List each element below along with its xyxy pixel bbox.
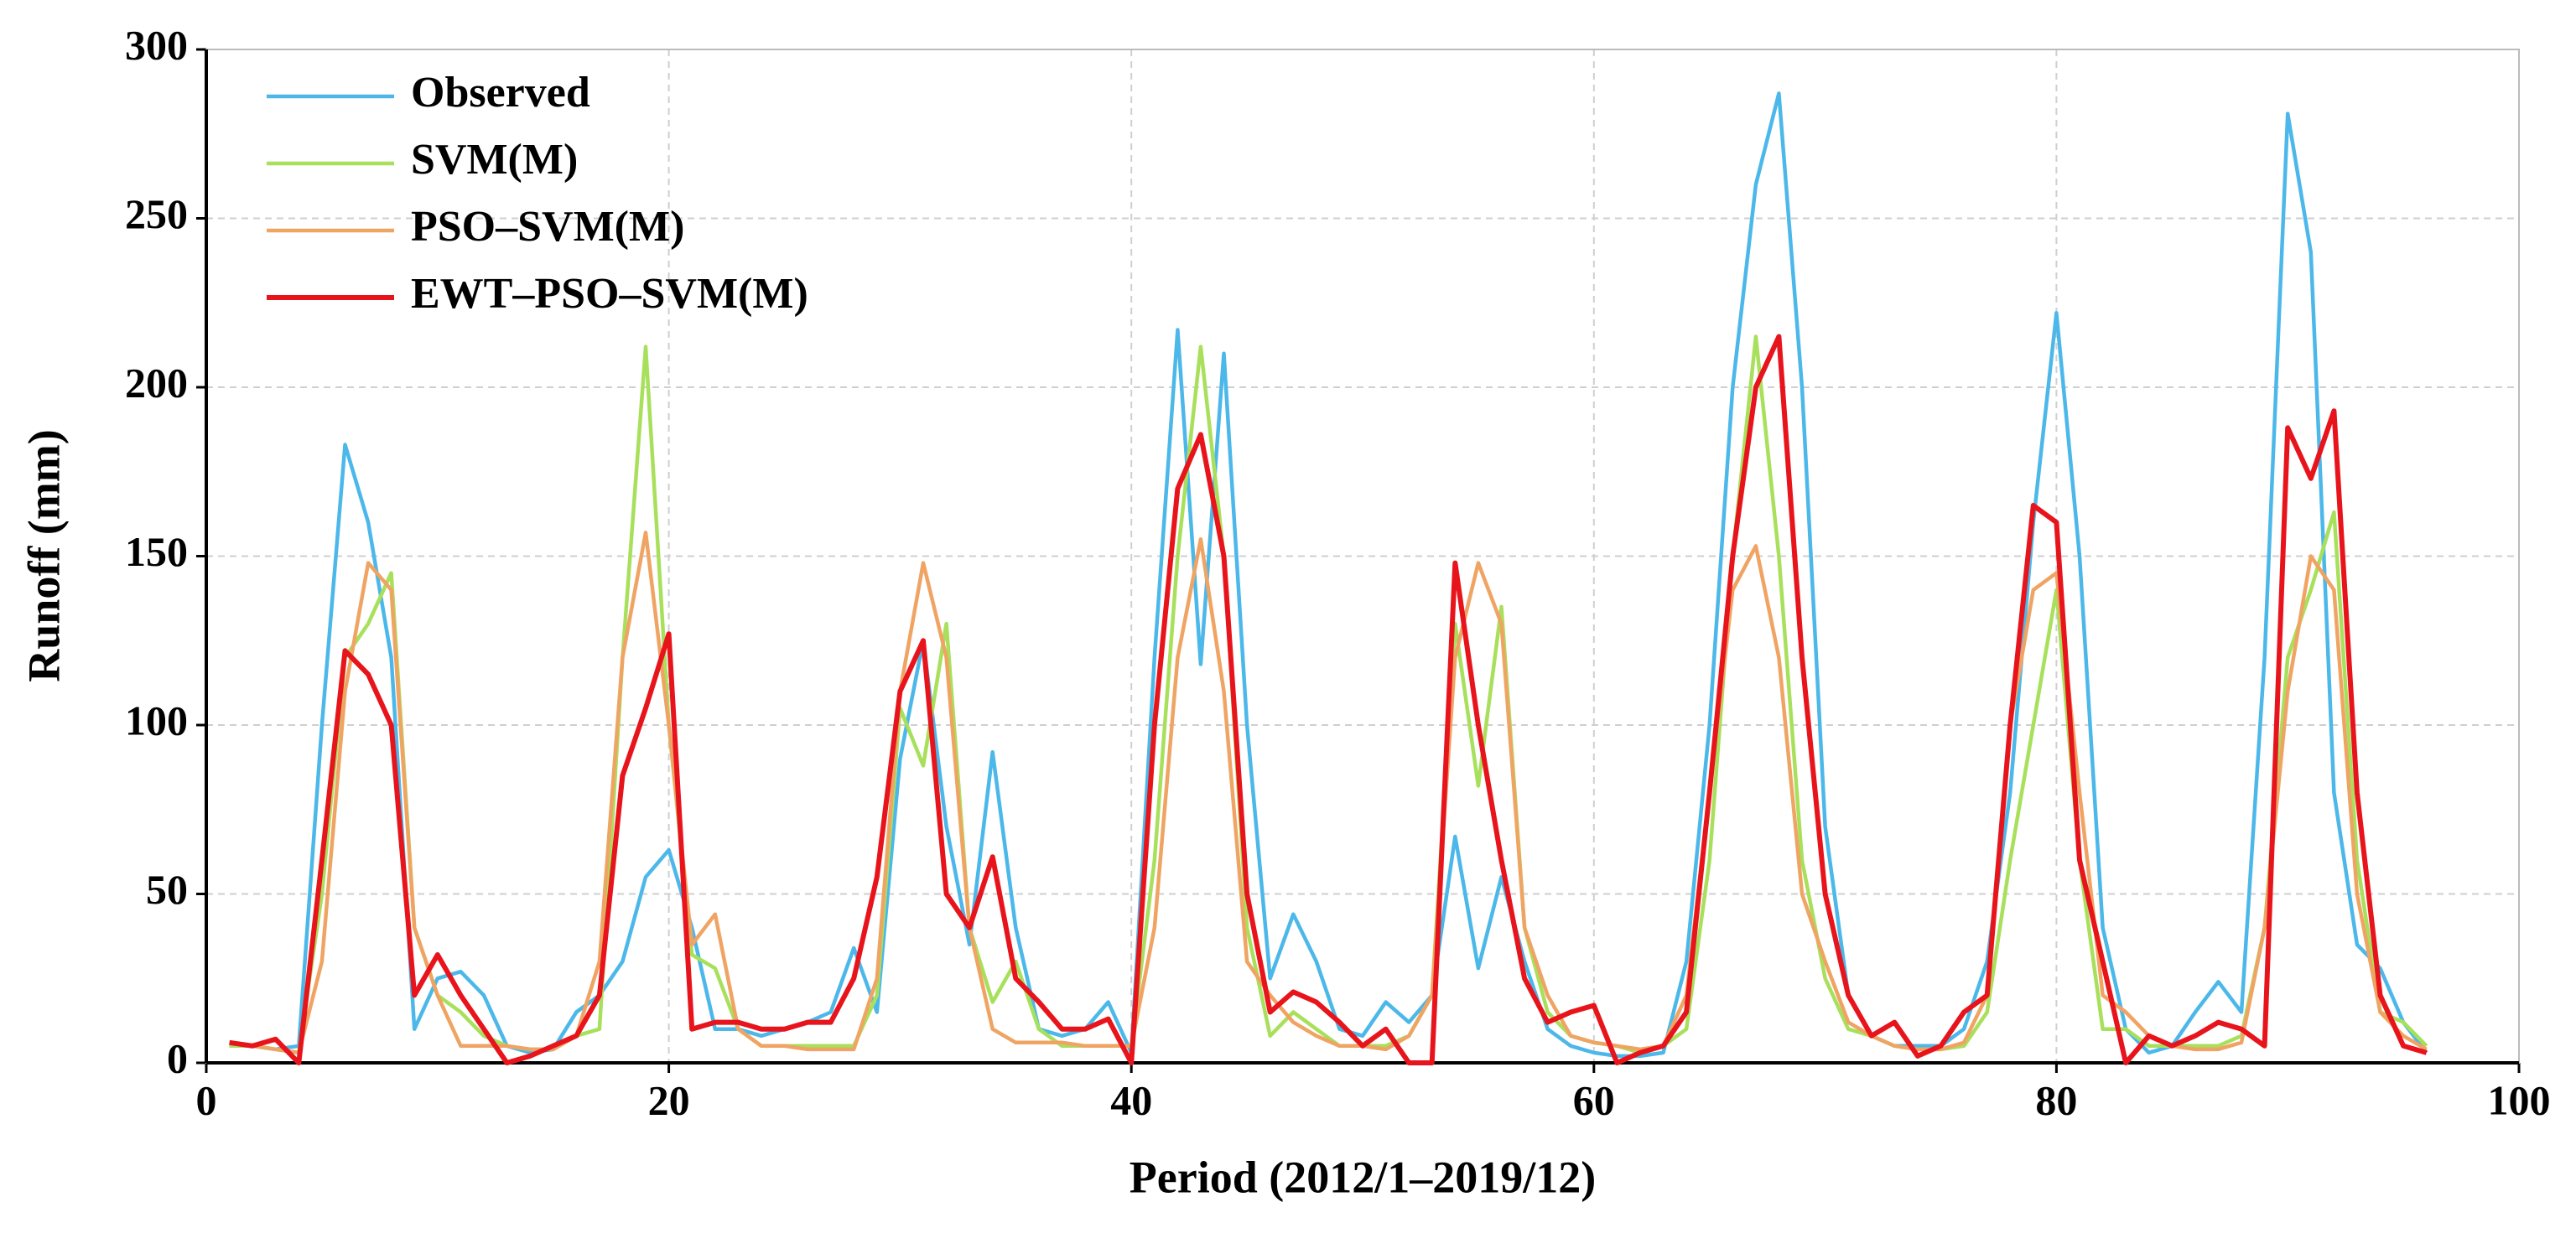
- y-tick-label: 250: [125, 190, 188, 237]
- legend-label: SVM(M): [411, 136, 578, 184]
- x-tick-label: 0: [196, 1076, 217, 1123]
- x-tick-label: 60: [1573, 1076, 1615, 1123]
- y-tick-label: 50: [146, 866, 188, 913]
- y-tick-label: 100: [125, 697, 188, 743]
- legend-label: Observed: [411, 69, 590, 117]
- legend-label: PSO–SVM(M): [411, 203, 684, 251]
- x-tick-label: 20: [648, 1076, 690, 1123]
- x-tick-label: 100: [2488, 1076, 2551, 1123]
- y-tick-label: 0: [167, 1034, 188, 1081]
- x-axis-title: Period (2012/1–2019/12): [1130, 1152, 1596, 1202]
- x-tick-label: 40: [1110, 1076, 1152, 1123]
- x-tick-label: 80: [2035, 1076, 2077, 1123]
- legend-label: EWT–PSO–SVM(M): [411, 270, 808, 318]
- series-line: [229, 334, 2428, 1065]
- y-tick-label: 300: [125, 21, 188, 68]
- y-tick-label: 150: [125, 528, 188, 575]
- y-axis-title: Runoff (mm): [18, 429, 69, 681]
- y-tick-label: 200: [125, 359, 188, 406]
- series-line: [229, 334, 2428, 1055]
